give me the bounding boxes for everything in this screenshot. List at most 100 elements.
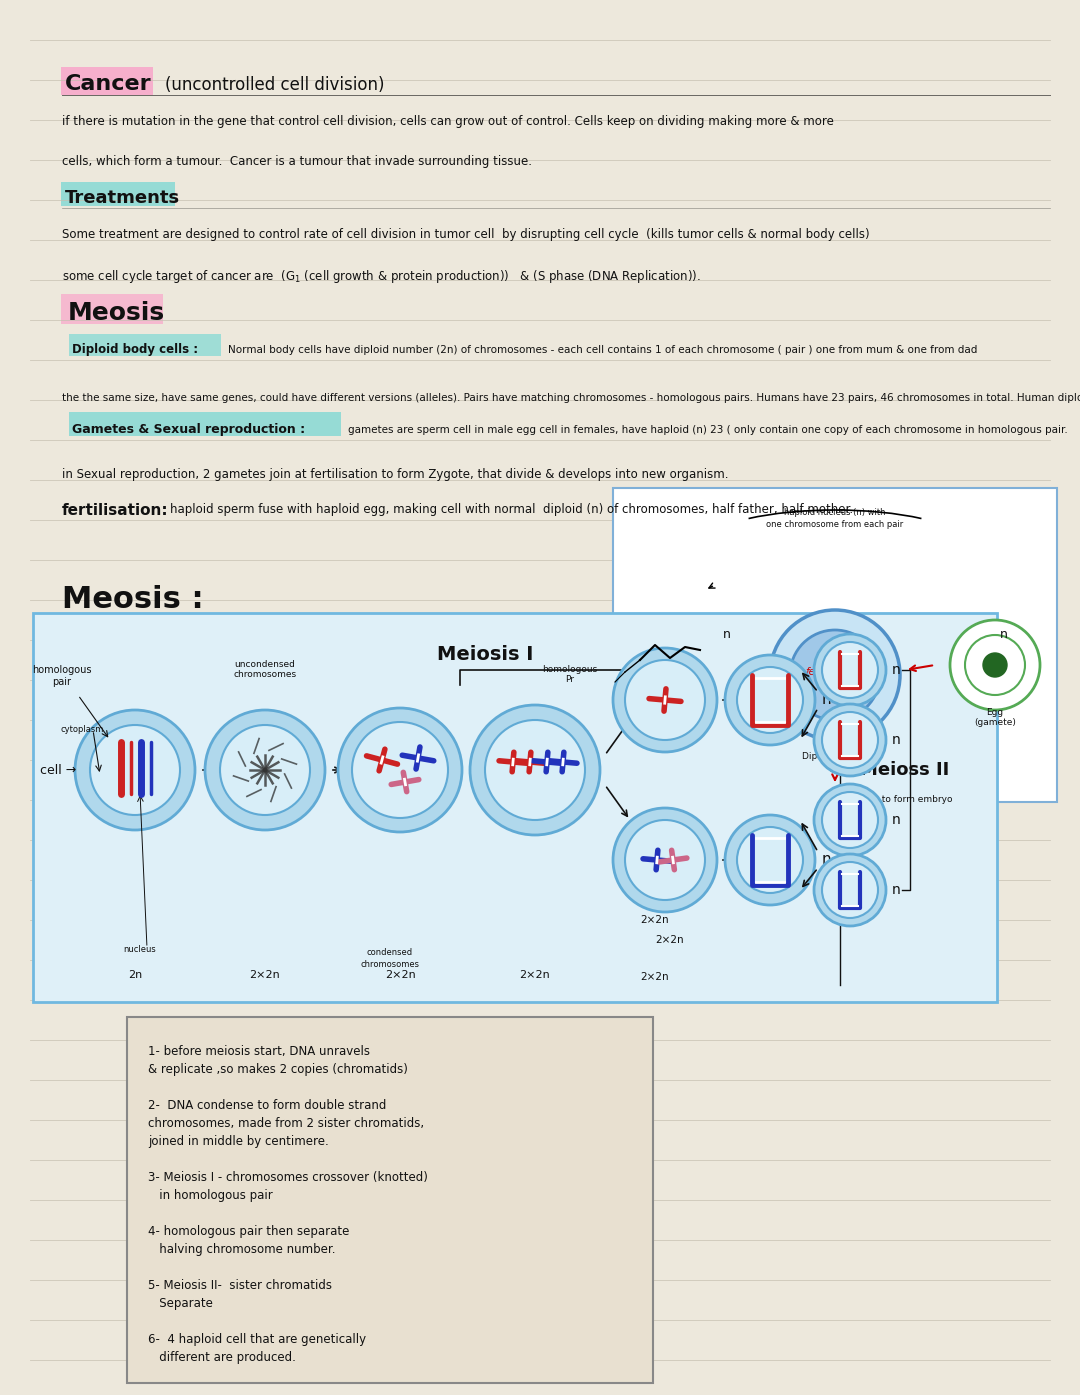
Text: 2n: 2n xyxy=(829,764,840,774)
Text: n: n xyxy=(723,628,731,640)
Circle shape xyxy=(625,660,705,739)
Text: Diploid zygote: Diploid zygote xyxy=(802,752,867,762)
Circle shape xyxy=(737,827,804,893)
Text: Normal body cells have diploid number (2n) of chromosomes - each cell contains 1: Normal body cells have diploid number (2… xyxy=(228,345,977,354)
FancyBboxPatch shape xyxy=(69,333,221,356)
Text: cell →: cell → xyxy=(40,763,77,777)
Text: 2×2n: 2×2n xyxy=(656,935,685,944)
Circle shape xyxy=(814,633,886,706)
Text: halving chromosome number.: halving chromosome number. xyxy=(148,1243,336,1256)
Text: in Sexual reproduction, 2 gametes join at fertilisation to form Zygote, that div: in Sexual reproduction, 2 gametes join a… xyxy=(62,467,729,481)
Text: & replicate ,so makes 2 copies (chromatids): & replicate ,so makes 2 copies (chromati… xyxy=(148,1063,408,1076)
Text: n: n xyxy=(892,732,901,746)
Text: the the same size, have same genes, could have different versions (alleles). Pai: the the same size, have same genes, coul… xyxy=(62,393,1080,403)
Text: some cell cycle target of cancer are  (G$_1$ (cell growth & protein production)): some cell cycle target of cancer are (G$… xyxy=(62,268,701,285)
FancyBboxPatch shape xyxy=(60,294,163,324)
Text: n: n xyxy=(892,813,901,827)
Circle shape xyxy=(737,667,804,732)
Text: Meioss II: Meioss II xyxy=(860,762,949,778)
Text: Some treatment are designed to control rate of cell division in tumor cell  by d: Some treatment are designed to control r… xyxy=(62,227,869,241)
Circle shape xyxy=(613,649,717,752)
Text: 3- Meiosis I - chromosomes crossover (knotted): 3- Meiosis I - chromosomes crossover (kn… xyxy=(148,1170,428,1184)
Circle shape xyxy=(822,862,878,918)
Text: 6-  4 haploid cell that are genetically: 6- 4 haploid cell that are genetically xyxy=(148,1334,366,1346)
Text: nucleus: nucleus xyxy=(123,944,157,954)
Circle shape xyxy=(75,710,195,830)
Text: 5- Meiosis II-  sister chromatids: 5- Meiosis II- sister chromatids xyxy=(148,1279,332,1292)
Text: chromosomes: chromosomes xyxy=(361,960,419,970)
Text: 4- homologous pair then separate: 4- homologous pair then separate xyxy=(148,1225,349,1237)
Text: 2×2n: 2×2n xyxy=(384,970,416,981)
Text: Sperm
(gamete): Sperm (gamete) xyxy=(629,685,671,704)
Text: haploid nucleus (n) with: haploid nucleus (n) with xyxy=(784,508,886,518)
Text: n: n xyxy=(892,883,901,897)
Text: homologous
Pr: homologous Pr xyxy=(542,665,597,685)
Circle shape xyxy=(625,820,705,900)
Text: if there is mutation in the gene that control cell division, cells can grow out : if there is mutation in the gene that co… xyxy=(62,114,834,128)
FancyBboxPatch shape xyxy=(60,181,175,206)
Text: n: n xyxy=(822,692,832,707)
Text: Treatments: Treatments xyxy=(65,188,180,206)
Text: condensed: condensed xyxy=(367,949,413,957)
Circle shape xyxy=(205,710,325,830)
Text: n: n xyxy=(892,663,901,677)
Text: n: n xyxy=(822,852,832,868)
Text: haploid sperm fuse with haploid egg, making cell with normal  diploid (n) of chr: haploid sperm fuse with haploid egg, mak… xyxy=(170,504,853,516)
Circle shape xyxy=(950,619,1040,710)
Text: Egg
(gamete): Egg (gamete) xyxy=(974,709,1016,727)
Text: (uncontrolled cell division): (uncontrolled cell division) xyxy=(165,75,384,93)
Text: Meiosis I: Meiosis I xyxy=(436,644,534,664)
Circle shape xyxy=(789,631,880,720)
FancyBboxPatch shape xyxy=(127,1017,653,1382)
Text: 2×2n: 2×2n xyxy=(249,970,281,981)
Text: 2n: 2n xyxy=(127,970,143,981)
Text: 2×2n: 2×2n xyxy=(640,915,670,925)
Text: Cancer: Cancer xyxy=(65,74,151,93)
Circle shape xyxy=(613,808,717,912)
Text: Meosis: Meosis xyxy=(68,301,165,325)
Circle shape xyxy=(220,725,310,815)
FancyBboxPatch shape xyxy=(33,612,997,1002)
Text: Meosis :: Meosis : xyxy=(62,585,204,614)
Circle shape xyxy=(822,642,878,698)
Circle shape xyxy=(90,725,180,815)
Text: cells, which form a tumour.  Cancer is a tumour that invade surrounding tissue.: cells, which form a tumour. Cancer is a … xyxy=(62,155,532,167)
Text: homologous
pair: homologous pair xyxy=(32,665,92,686)
Text: cytoplasm: cytoplasm xyxy=(60,725,104,734)
Text: Divide to form embryo: Divide to form embryo xyxy=(850,795,953,804)
Circle shape xyxy=(725,815,815,905)
Text: joined in middle by centimere.: joined in middle by centimere. xyxy=(148,1136,328,1148)
Circle shape xyxy=(725,656,815,745)
Text: 2×2n: 2×2n xyxy=(640,972,670,982)
Text: different are produced.: different are produced. xyxy=(148,1350,296,1364)
Text: in homologous pair: in homologous pair xyxy=(148,1189,273,1202)
Text: 2-  DNA condense to form double strand: 2- DNA condense to form double strand xyxy=(148,1099,387,1112)
Circle shape xyxy=(470,704,600,836)
Text: Gametes & Sexual reproduction :: Gametes & Sexual reproduction : xyxy=(72,423,306,437)
Text: Separate: Separate xyxy=(148,1297,213,1310)
Circle shape xyxy=(822,711,878,769)
FancyBboxPatch shape xyxy=(613,488,1057,802)
Circle shape xyxy=(814,784,886,857)
Circle shape xyxy=(338,709,462,831)
FancyBboxPatch shape xyxy=(60,67,153,95)
Text: 1- before meiosis start, DNA unravels: 1- before meiosis start, DNA unravels xyxy=(148,1045,370,1057)
Text: Diploid body cells :: Diploid body cells : xyxy=(72,343,198,356)
Text: chromosomes, made from 2 sister chromatids,: chromosomes, made from 2 sister chromati… xyxy=(148,1117,424,1130)
Circle shape xyxy=(485,720,585,820)
Circle shape xyxy=(966,635,1025,695)
Text: fertilisation: fertilisation xyxy=(806,667,864,677)
Text: n: n xyxy=(1000,628,1008,640)
Circle shape xyxy=(814,704,886,776)
Circle shape xyxy=(814,854,886,926)
Circle shape xyxy=(822,792,878,848)
Text: fertilisation:: fertilisation: xyxy=(62,504,168,518)
Circle shape xyxy=(983,653,1007,677)
Text: uncondensed
chromosomes: uncondensed chromosomes xyxy=(233,660,297,679)
Text: one chromosome from each pair: one chromosome from each pair xyxy=(767,520,904,529)
Circle shape xyxy=(352,723,448,817)
FancyBboxPatch shape xyxy=(69,412,341,437)
Text: gametes are sperm cell in male egg cell in females, have haploid (n) 23 ( only c: gametes are sperm cell in male egg cell … xyxy=(348,425,1068,435)
Circle shape xyxy=(770,610,900,739)
Text: 2×2n: 2×2n xyxy=(519,970,551,981)
